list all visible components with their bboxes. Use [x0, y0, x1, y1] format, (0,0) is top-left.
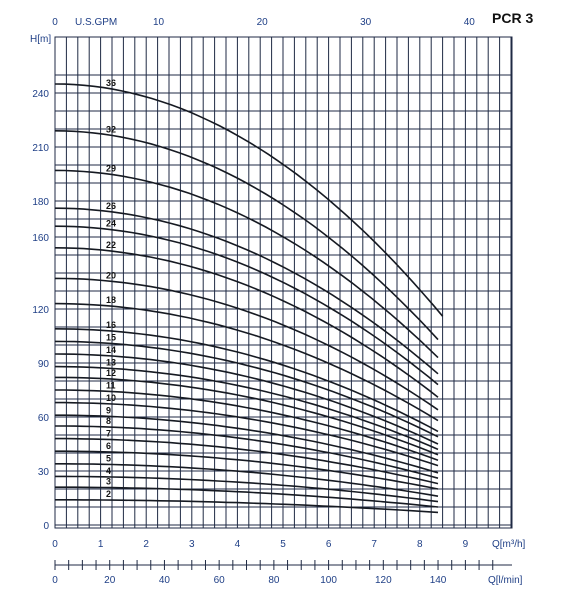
- curve-stages-14: [54, 353, 439, 445]
- curve-stages-16: [54, 328, 439, 433]
- lmin-tick-label: 140: [430, 575, 447, 586]
- curve-stages-29: [54, 169, 439, 359]
- x-tick-label: 1: [98, 539, 104, 550]
- stage-label: 4: [106, 466, 111, 476]
- y-tick-label: 210: [32, 143, 49, 154]
- x-tick-label: 2: [143, 539, 149, 550]
- curve-stages-22: [54, 247, 439, 398]
- curve-stages-26: [54, 207, 439, 375]
- stage-label: 24: [106, 219, 116, 229]
- y-tick-label: 180: [32, 197, 49, 208]
- stage-label: 29: [106, 164, 116, 174]
- stage-label: 16: [106, 320, 116, 330]
- curve-stages-6: [55, 450, 439, 490]
- x-tick-label: 8: [417, 539, 423, 550]
- curve-stages-13: [54, 365, 439, 451]
- curve-stages-4: [55, 475, 439, 503]
- stage-label: 22: [106, 240, 116, 250]
- stage-label: 7: [106, 429, 111, 439]
- stage-label: 8: [106, 416, 111, 426]
- lmin-tick-label: 100: [320, 575, 337, 586]
- stage-label: 12: [106, 368, 116, 378]
- curve-stages-12: [55, 376, 439, 456]
- stage-label: 26: [106, 201, 116, 211]
- curve-stages-8: [55, 425, 439, 479]
- stage-label: 20: [106, 270, 116, 280]
- curve-stages-32: [54, 130, 439, 341]
- curve-stages-2: [55, 499, 439, 514]
- stage-label: 14: [106, 345, 116, 355]
- x-tick-label: 9: [463, 539, 469, 550]
- x-tick-label: 4: [235, 539, 241, 550]
- top-axis-label: U.S.GPM: [75, 17, 117, 28]
- stage-label: 11: [106, 381, 116, 391]
- y-tick-label: 0: [43, 521, 49, 532]
- curve-stages-36: [54, 83, 444, 317]
- stage-label: 9: [106, 405, 111, 415]
- y-tick-label: 240: [32, 89, 49, 100]
- y-tick-label: 120: [32, 305, 49, 316]
- x-tick-label: 6: [326, 539, 332, 550]
- lmin-tick-label: 120: [375, 575, 392, 586]
- curve-stages-20: [54, 277, 439, 411]
- stage-label: 36: [106, 78, 116, 88]
- x-tick-label: 5: [280, 539, 286, 550]
- grid: [54, 36, 513, 570]
- curve-stages-9: [55, 414, 439, 474]
- lmin-axis-label: Q[l/min]: [488, 575, 523, 586]
- stage-label: 6: [106, 441, 111, 451]
- lmin-tick-label: 80: [268, 575, 280, 586]
- x-axis-label: Q[m³/h]: [492, 539, 526, 550]
- y-tick-label: 30: [38, 467, 50, 478]
- lmin-tick-label: 20: [104, 575, 116, 586]
- stage-label: 18: [106, 295, 116, 305]
- curve-stages-15: [54, 340, 439, 438]
- x-tick-label: 3: [189, 539, 195, 550]
- x-tick-label: 7: [371, 539, 377, 550]
- top-tick-label: 20: [257, 17, 269, 28]
- y-axis-label: H[m]: [30, 34, 51, 45]
- lmin-tick-label: 0: [52, 575, 58, 586]
- curve-stages-10: [55, 401, 439, 467]
- top-tick-label: 30: [360, 17, 372, 28]
- stage-label: 2: [106, 489, 111, 499]
- lmin-tick-label: 40: [159, 575, 171, 586]
- curve-stages-3: [55, 486, 439, 508]
- curve-stages-5: [55, 463, 439, 497]
- y-tick-label: 60: [38, 413, 50, 424]
- stage-label: 15: [106, 333, 116, 343]
- y-tick-label: 160: [32, 233, 49, 244]
- x-tick-label: 0: [52, 539, 58, 550]
- top-tick-label: 0: [52, 17, 58, 28]
- tick-labels: 3632292624222018161514131211109876543203…: [30, 17, 526, 586]
- stage-label: 10: [106, 393, 116, 403]
- curve-stages-7: [55, 437, 439, 485]
- stage-label: 32: [106, 124, 116, 134]
- y-tick-label: 90: [38, 359, 50, 370]
- performance-curves: [54, 83, 444, 514]
- lmin-tick-label: 60: [214, 575, 226, 586]
- top-tick-label: 40: [464, 17, 476, 28]
- stage-label: 13: [106, 357, 116, 367]
- curve-stages-11: [55, 389, 439, 461]
- stage-label: 5: [106, 454, 111, 464]
- curve-stages-24: [54, 225, 439, 386]
- stage-label: 3: [106, 477, 111, 487]
- curve-stages-18: [54, 302, 439, 422]
- top-tick-label: 10: [153, 17, 165, 28]
- chart-title: PCR 3: [492, 10, 533, 26]
- plot-frame: [54, 36, 513, 529]
